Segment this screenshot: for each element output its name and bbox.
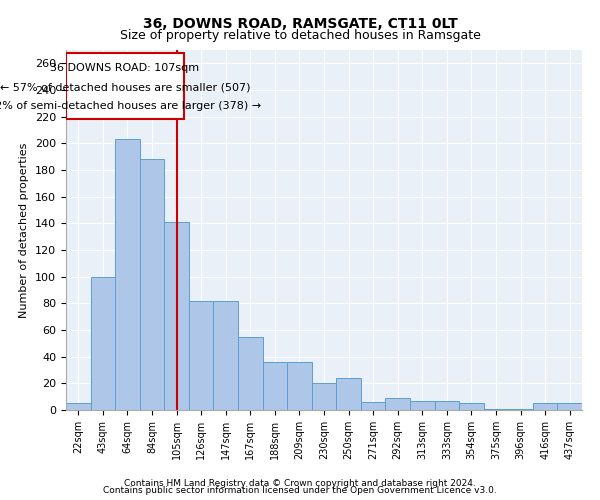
Bar [410, 400, 434, 410]
Bar [263, 362, 287, 410]
Bar [336, 378, 361, 410]
Bar [287, 362, 312, 410]
Bar [484, 408, 508, 410]
Bar [164, 222, 189, 410]
Text: ← 57% of detached houses are smaller (507): ← 57% of detached houses are smaller (50… [0, 82, 250, 92]
Text: 42% of semi-detached houses are larger (378) →: 42% of semi-detached houses are larger (… [0, 100, 262, 110]
Bar [66, 404, 91, 410]
Bar [189, 300, 214, 410]
Bar [434, 400, 459, 410]
Text: Contains HM Land Registry data © Crown copyright and database right 2024.: Contains HM Land Registry data © Crown c… [124, 478, 476, 488]
Y-axis label: Number of detached properties: Number of detached properties [19, 142, 29, 318]
Text: Size of property relative to detached houses in Ramsgate: Size of property relative to detached ho… [119, 29, 481, 42]
Text: 36 DOWNS ROAD: 107sqm: 36 DOWNS ROAD: 107sqm [50, 64, 200, 74]
Bar [91, 276, 115, 410]
Text: Contains public sector information licensed under the Open Government Licence v3: Contains public sector information licen… [103, 486, 497, 495]
Bar [140, 160, 164, 410]
Bar [312, 384, 336, 410]
Bar [557, 404, 582, 410]
Bar [115, 140, 140, 410]
Bar [361, 402, 385, 410]
FancyBboxPatch shape [66, 52, 184, 120]
Text: 36, DOWNS ROAD, RAMSGATE, CT11 0LT: 36, DOWNS ROAD, RAMSGATE, CT11 0LT [143, 18, 457, 32]
Bar [214, 300, 238, 410]
Bar [508, 408, 533, 410]
Bar [238, 336, 263, 410]
Bar [533, 404, 557, 410]
Bar [459, 404, 484, 410]
Bar [385, 398, 410, 410]
